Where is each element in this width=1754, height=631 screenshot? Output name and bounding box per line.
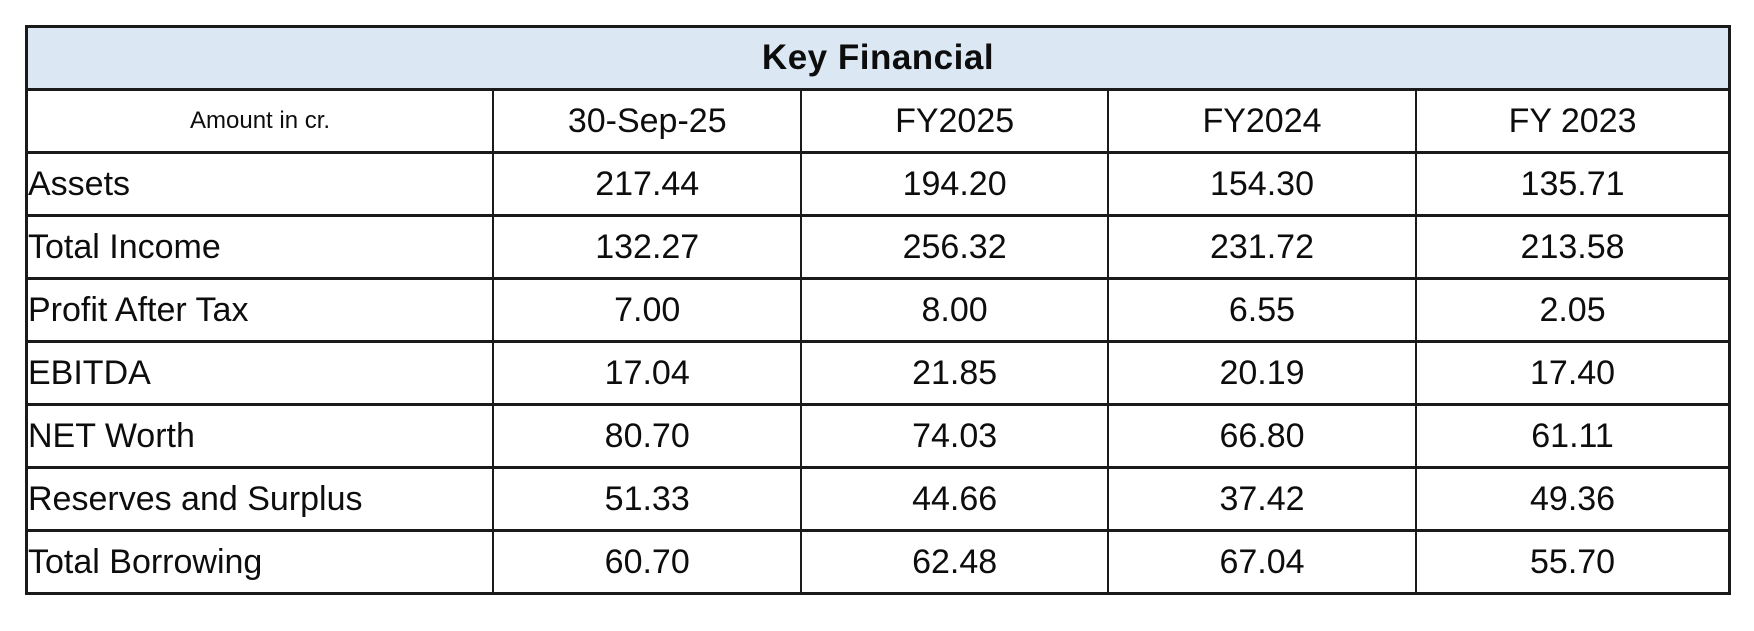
unit-label: Amount in cr.	[25, 88, 495, 154]
table-row-total-borrowing: Total Borrowing 60.70 62.48 67.04 55.70	[25, 529, 1731, 595]
cell-value: 17.40	[1415, 340, 1731, 406]
row-label: Total Borrowing	[25, 529, 495, 595]
column-header-30-sep-25: 30-Sep-25	[492, 88, 803, 154]
column-header-fy2023: FY 2023	[1415, 88, 1731, 154]
cell-value: 6.55	[1106, 277, 1418, 343]
cell-value: 154.30	[1106, 151, 1418, 217]
cell-value: 217.44	[492, 151, 803, 217]
table-row-reserves-and-surplus: Reserves and Surplus 51.33 44.66 37.42 4…	[25, 466, 1731, 532]
cell-value: 132.27	[492, 214, 803, 280]
cell-value: 80.70	[492, 403, 803, 469]
row-label: Profit After Tax	[25, 277, 495, 343]
cell-value: 44.66	[800, 466, 1109, 532]
cell-value: 49.36	[1415, 466, 1731, 532]
key-financial-table: Key Financial Amount in cr. 30-Sep-25 FY…	[25, 25, 1731, 595]
table-row-assets: Assets 217.44 194.20 154.30 135.71	[25, 151, 1731, 217]
cell-value: 66.80	[1106, 403, 1418, 469]
cell-value: 213.58	[1415, 214, 1731, 280]
cell-value: 37.42	[1106, 466, 1418, 532]
cell-value: 60.70	[492, 529, 803, 595]
cell-value: 67.04	[1106, 529, 1418, 595]
table-row-total-income: Total Income 132.27 256.32 231.72 213.58	[25, 214, 1731, 280]
row-label: Total Income	[25, 214, 495, 280]
cell-value: 21.85	[800, 340, 1109, 406]
cell-value: 20.19	[1106, 340, 1418, 406]
cell-value: 74.03	[800, 403, 1109, 469]
cell-value: 51.33	[492, 466, 803, 532]
row-label: Reserves and Surplus	[25, 466, 495, 532]
cell-value: 17.04	[492, 340, 803, 406]
cell-value: 231.72	[1106, 214, 1418, 280]
cell-value: 55.70	[1415, 529, 1731, 595]
cell-value: 62.48	[800, 529, 1109, 595]
row-label: Assets	[25, 151, 495, 217]
cell-value: 61.11	[1415, 403, 1731, 469]
cell-value: 256.32	[800, 214, 1109, 280]
cell-value: 2.05	[1415, 277, 1731, 343]
cell-value: 135.71	[1415, 151, 1731, 217]
row-label: NET Worth	[25, 403, 495, 469]
column-header-fy2024: FY2024	[1106, 88, 1418, 154]
table-row-net-worth: NET Worth 80.70 74.03 66.80 61.11	[25, 403, 1731, 469]
cell-value: 8.00	[800, 277, 1109, 343]
row-label: EBITDA	[25, 340, 495, 406]
column-header-fy2025: FY2025	[800, 88, 1109, 154]
table-row-profit-after-tax: Profit After Tax 7.00 8.00 6.55 2.05	[25, 277, 1731, 343]
cell-value: 7.00	[492, 277, 803, 343]
cell-value: 194.20	[800, 151, 1109, 217]
table-title: Key Financial	[25, 25, 1731, 91]
table-row-ebitda: EBITDA 17.04 21.85 20.19 17.40	[25, 340, 1731, 406]
table-title-row: Key Financial	[25, 25, 1731, 91]
table-header-row: Amount in cr. 30-Sep-25 FY2025 FY2024 FY…	[25, 88, 1731, 154]
